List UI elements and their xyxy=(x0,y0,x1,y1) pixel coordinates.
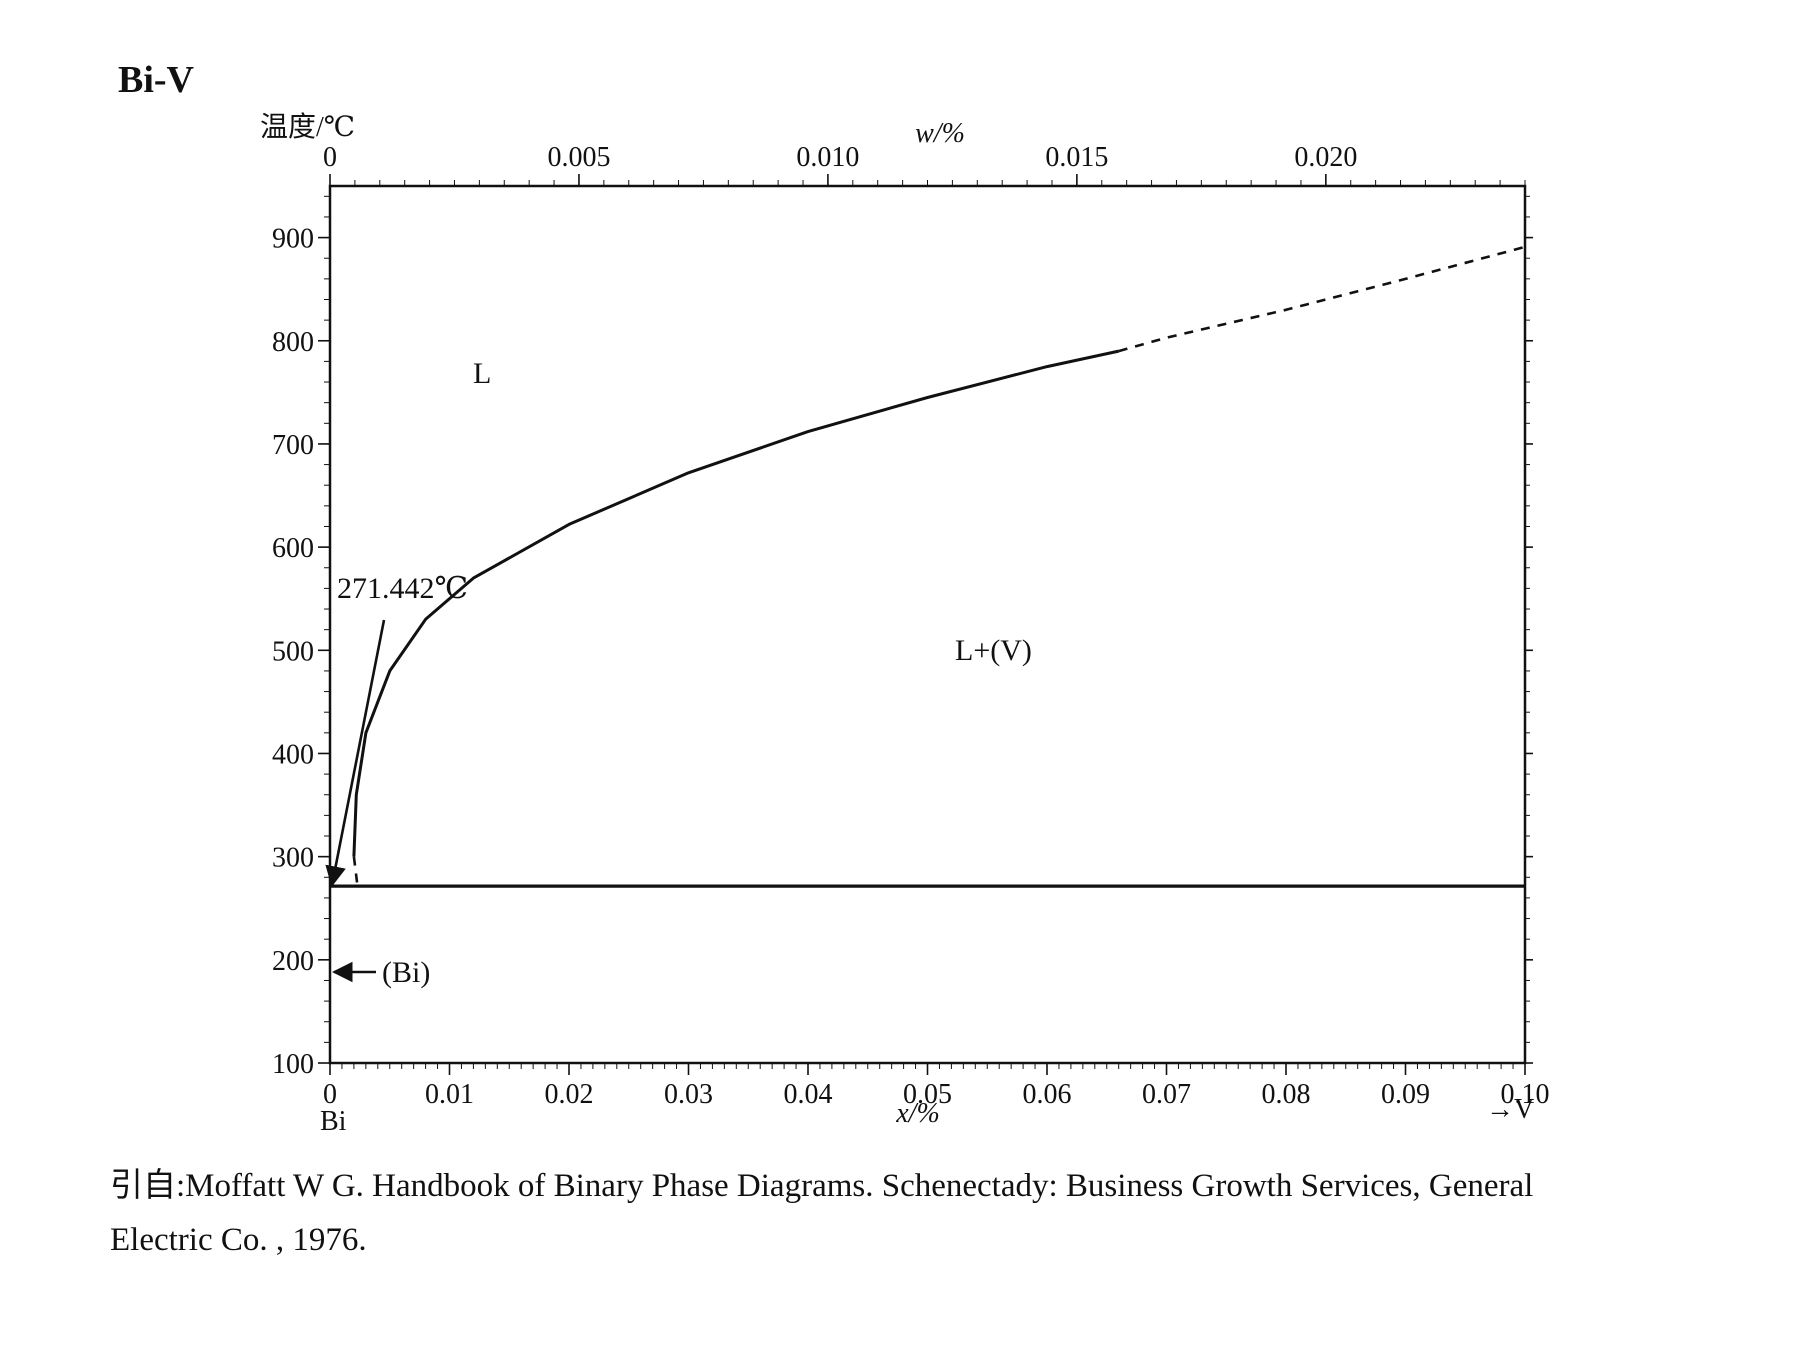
x-tick-label: 0.10 xyxy=(1501,1079,1550,1110)
plot-frame xyxy=(328,184,1527,1065)
y-tick-label: 200 xyxy=(272,946,314,977)
y-tick-label: 600 xyxy=(272,533,314,564)
liquidus-dashed-segment xyxy=(352,856,359,887)
y-tick-label: 800 xyxy=(272,327,314,358)
citation-line-2: Electric Co. , 1976. xyxy=(110,1222,367,1258)
y-axis-ticks: 100 200 300 400 500 600 700 800 900 xyxy=(272,195,1533,1080)
x-tick-label: 0.04 xyxy=(784,1079,833,1110)
x-tick-label: 0.07 xyxy=(1142,1079,1191,1110)
citation-line-1: 引自:Moffatt W G. Handbook of Binary Phase… xyxy=(110,1167,1533,1204)
x-tick-label: 0.01 xyxy=(425,1079,474,1110)
y-tick-label: 100 xyxy=(272,1049,314,1080)
region-label-L-plus-V: L+(V) xyxy=(955,634,1032,667)
y-tick-label: 300 xyxy=(272,843,314,874)
chart-title: Bi-V xyxy=(118,59,195,101)
eutectic-arrow xyxy=(325,619,386,888)
x-tick-label: 0.03 xyxy=(664,1079,713,1110)
region-label-L: L xyxy=(473,357,491,390)
y-tick-label: 700 xyxy=(272,430,314,461)
x-tick-label: 0.02 xyxy=(545,1079,594,1110)
y-tick-label: 400 xyxy=(272,739,314,770)
liquidus-curve xyxy=(352,349,1120,857)
region-label-Bi: (Bi) xyxy=(382,956,430,989)
top-tick-label: 0.005 xyxy=(547,142,610,173)
x-tick-label: 0 xyxy=(323,1079,337,1110)
x-axis-ticks: 0 0.01 0.02 0.03 0.04 0.05 0.06 0.07 0.08 0.09 0.1… xyxy=(323,1063,1550,1110)
x-tick-label: 0.08 xyxy=(1262,1079,1311,1110)
liquidus-dashed-segment xyxy=(1118,245,1526,353)
bottom-axis-label: x/% xyxy=(895,1098,940,1129)
top-axis-label: w/% xyxy=(915,118,965,149)
x-tick-label: 0.05 xyxy=(903,1079,952,1110)
y-axis-label: 温度/℃ xyxy=(260,111,355,143)
y-tick-label: 500 xyxy=(272,636,314,667)
right-element-label: →V xyxy=(1486,1094,1534,1125)
top-tick-label: 0 xyxy=(323,142,337,173)
x-tick-label: 0.06 xyxy=(1023,1079,1072,1110)
top-tick-label: 0.010 xyxy=(796,142,859,173)
top-tick-label: 0.015 xyxy=(1045,142,1108,173)
eutectic-temperature-label: 271.442℃ xyxy=(337,572,468,605)
phase-boundaries xyxy=(330,245,1526,888)
top-axis-ticks: 0 0.005 0.010 0.015 0.020 xyxy=(323,142,1526,186)
x-tick-label: 0.09 xyxy=(1381,1079,1430,1110)
top-tick-label: 0.020 xyxy=(1294,142,1357,173)
y-tick-label: 900 xyxy=(272,224,314,255)
left-element-label: Bi xyxy=(320,1106,347,1137)
